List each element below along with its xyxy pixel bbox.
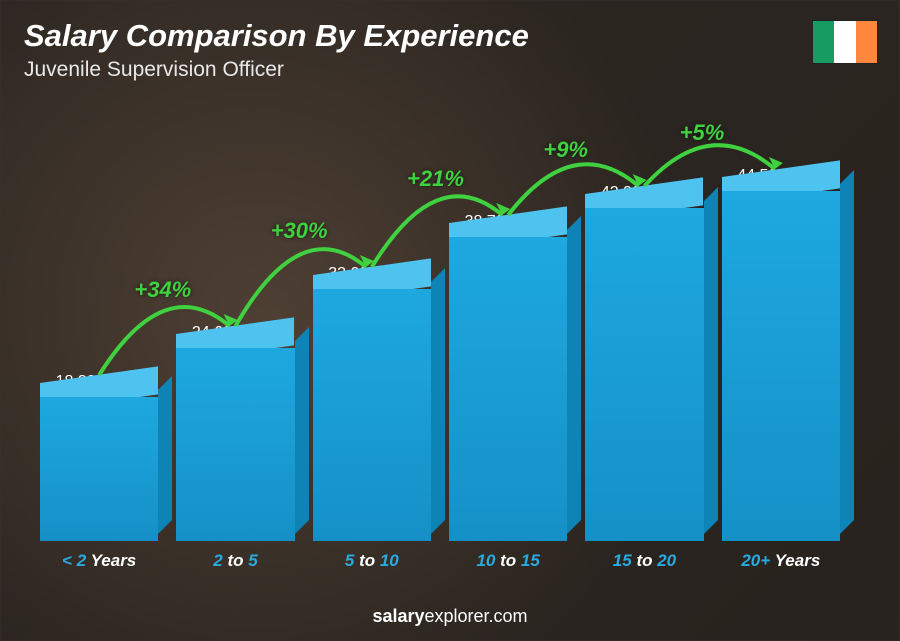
bar-chart: 18,300 EUR24,600 EUR32,000 EUR38,700 EUR… [30,100,850,571]
bars-container: 18,300 EUR24,600 EUR32,000 EUR38,700 EUR… [30,100,850,541]
chart-subtitle: Juvenile Supervision Officer [24,58,284,82]
bar-front [313,289,431,541]
x-axis-label: 20+ Years [722,551,840,571]
x-axis-label: 5 to 10 [313,551,431,571]
bar: 18,300 EUR [40,373,158,541]
flag-icon [812,20,878,64]
bar-side [158,376,172,534]
bar: 44,500 EUR [722,167,840,541]
footer-attribution: salaryexplorer.com [0,606,900,627]
bar: 24,600 EUR [176,324,294,541]
bar: 38,700 EUR [449,213,567,541]
bar-front [40,397,158,541]
bar-front [722,191,840,541]
x-axis-label: 2 to 5 [176,551,294,571]
bar-side [431,268,445,534]
bar-side [704,187,718,534]
x-axis-label: 10 to 15 [449,551,567,571]
content: Salary Comparison By Experience Juvenile… [0,0,900,641]
bar-front [449,237,567,541]
bar-front [585,208,703,541]
x-axis-labels: < 2 Years 2 to 5 5 to 10 10 to 15 15 to 20 20… [30,551,850,571]
bar-side [295,327,309,534]
flag-stripe [834,21,855,63]
footer-rest: explorer.com [425,606,528,626]
flag-stripe [856,21,877,63]
bar-side [840,170,854,534]
x-axis-label: 15 to 20 [585,551,703,571]
chart-title: Salary Comparison By Experience [24,18,529,54]
bar: 32,000 EUR [313,265,431,541]
bar-front [176,348,294,541]
footer-brand: salary [372,606,424,626]
flag-stripe [813,21,834,63]
bar-side [567,216,581,534]
x-axis-label: < 2 Years [40,551,158,571]
bar: 42,300 EUR [585,184,703,541]
